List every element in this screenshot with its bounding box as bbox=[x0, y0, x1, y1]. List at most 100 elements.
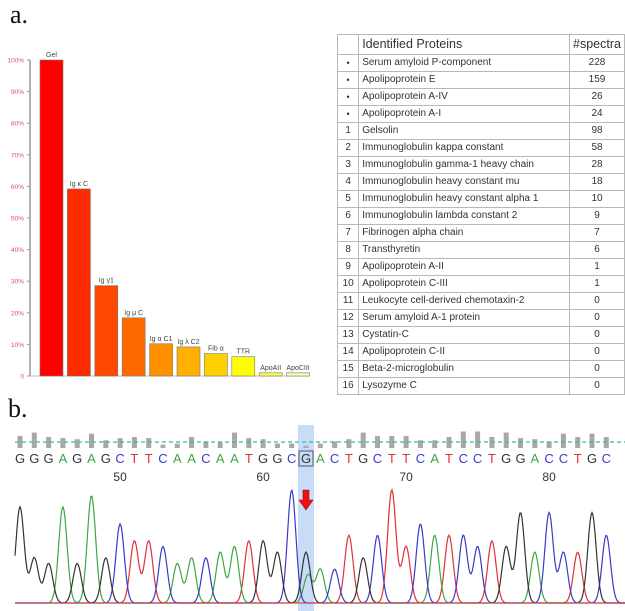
quality-bar bbox=[403, 435, 409, 448]
bar-label: Ig α C1 bbox=[150, 336, 173, 343]
protein-name: Apolipoprotein A-I bbox=[358, 105, 571, 123]
base-call: C bbox=[373, 451, 382, 466]
row-index: 4 bbox=[336, 173, 360, 191]
protein-name: Apolipoprotein A-IV bbox=[358, 88, 571, 106]
row-index: 10 bbox=[336, 275, 360, 293]
identified-proteins-table: Identified Proteins #spectra • Serum amyl… bbox=[336, 34, 625, 395]
row-index: 13 bbox=[336, 326, 360, 344]
protein-name: Immunoglobulin lambda constant 2 bbox=[358, 207, 571, 225]
position-label: 70 bbox=[399, 470, 413, 484]
protein-name: Apolipoprotein E bbox=[358, 71, 571, 89]
base-call: G bbox=[587, 451, 597, 466]
quality-bar bbox=[89, 433, 94, 448]
table-row: 12 Serum amyloid A-1 protein 0 bbox=[336, 309, 625, 327]
spectra-count: 0 bbox=[569, 309, 625, 327]
quality-bar bbox=[532, 439, 538, 448]
base-call: C bbox=[158, 451, 167, 466]
base-call: T bbox=[130, 451, 138, 466]
quality-bar bbox=[303, 445, 309, 448]
base-call: T bbox=[245, 451, 253, 466]
table-row: 9 Apolipoprotein A-II 1 bbox=[336, 258, 625, 276]
header-index bbox=[336, 34, 360, 55]
quality-bar bbox=[375, 435, 380, 448]
base-call: A bbox=[316, 451, 325, 466]
selected-base-box[interactable] bbox=[298, 450, 314, 467]
y-tick-label: 0 bbox=[20, 374, 24, 381]
quality-bar bbox=[117, 438, 123, 448]
quality-bar bbox=[174, 443, 180, 448]
bar-label: Ig μ C bbox=[124, 310, 143, 317]
spectra-count: 0 bbox=[569, 377, 625, 395]
bar-label: ApoAII bbox=[260, 365, 281, 372]
bar-labels: Gel Ig κ C Ig γ1 Ig μ C Ig α C1 Ig λ C2 Fib α T… bbox=[46, 52, 310, 372]
bar bbox=[39, 59, 64, 377]
quality-bar bbox=[74, 439, 80, 448]
bar-label: Ig κ C bbox=[70, 181, 88, 188]
trace-A bbox=[15, 495, 625, 604]
highlight-band-rect bbox=[298, 425, 314, 611]
base-call: A bbox=[430, 451, 439, 466]
spectra-count: 1 bbox=[569, 275, 625, 293]
row-index: 15 bbox=[336, 360, 360, 378]
row-index: 8 bbox=[336, 241, 360, 259]
spectra-count: 0 bbox=[569, 360, 625, 378]
y-tick-label: 50% bbox=[11, 216, 24, 223]
table-row: 2 Immunoglobulin kappa constant 58 bbox=[336, 139, 625, 157]
spectra-count: 0 bbox=[569, 343, 625, 361]
quality-bars bbox=[15, 431, 625, 448]
spectra-count: 9 bbox=[569, 207, 625, 225]
table-row: 5 Immunoglobulin heavy constant alpha 1 10 bbox=[336, 190, 625, 208]
quality-bar bbox=[260, 439, 266, 448]
bar bbox=[204, 353, 228, 377]
base-call: G bbox=[29, 451, 39, 466]
row-index: 6 bbox=[336, 207, 360, 225]
spectra-count: 24 bbox=[569, 105, 625, 123]
table-row: • Apolipoprotein A-I 24 bbox=[336, 105, 625, 123]
base-call: T bbox=[574, 451, 582, 466]
quality-bar bbox=[432, 440, 438, 448]
row-index: • bbox=[336, 88, 360, 106]
header-spectra: #spectra bbox=[569, 34, 625, 55]
protein-name: Transthyretin bbox=[358, 241, 571, 259]
base-call: T bbox=[402, 451, 410, 466]
base-call: G bbox=[44, 451, 54, 466]
quality-bar bbox=[589, 433, 595, 448]
base-call: T bbox=[445, 451, 453, 466]
quality-bar bbox=[389, 435, 395, 448]
position-labels: 50 60 70 80 bbox=[113, 470, 556, 484]
spectra-count: 26 bbox=[569, 88, 625, 106]
base-call: C bbox=[559, 451, 568, 466]
base-call: C bbox=[330, 451, 339, 466]
quality-bar bbox=[246, 438, 252, 448]
quality-bar bbox=[46, 437, 52, 448]
quality-bar bbox=[31, 432, 37, 448]
bar bbox=[231, 356, 256, 377]
protein-name: Beta-2-microglobulin bbox=[358, 360, 571, 378]
protein-name: Leukocyte cell-derived chemotaxin-2 bbox=[358, 292, 571, 310]
protein-name: Immunoglobulin gamma-1 heavy chain bbox=[358, 156, 571, 174]
row-index: • bbox=[336, 54, 360, 72]
bar-label: Fib α bbox=[208, 346, 224, 353]
base-call: T bbox=[488, 451, 496, 466]
table-row: 8 Transthyretin 6 bbox=[336, 241, 625, 259]
quality-bar bbox=[332, 441, 338, 448]
trace-T bbox=[15, 488, 625, 604]
table-row: 14 Apolipoprotein C-II 0 bbox=[336, 343, 625, 361]
spectra-count: 10 bbox=[569, 190, 625, 208]
row-index: • bbox=[336, 105, 360, 123]
row-index: 2 bbox=[336, 139, 360, 157]
bar bbox=[121, 317, 146, 377]
table-row: 4 Immunoglobulin heavy constant mu 18 bbox=[336, 173, 625, 191]
base-call: T bbox=[145, 451, 153, 466]
quality-bar bbox=[518, 438, 523, 448]
y-tick-label: 40% bbox=[11, 247, 24, 254]
y-tick-label: 100% bbox=[7, 58, 24, 65]
row-index: 1 bbox=[336, 122, 360, 140]
quality-bar bbox=[60, 438, 66, 448]
table-row: • Apolipoprotein A-IV 26 bbox=[336, 88, 625, 106]
bar-label: Ig γ1 bbox=[99, 278, 114, 285]
bar bbox=[286, 372, 310, 377]
row-index: 14 bbox=[336, 343, 360, 361]
